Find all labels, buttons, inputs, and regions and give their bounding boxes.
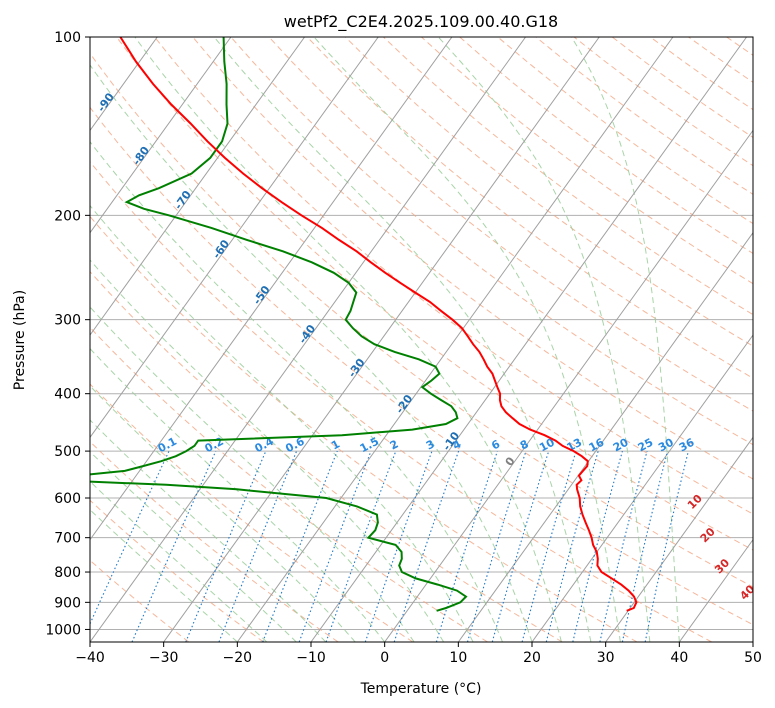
mixing-ratio-lines	[90, 450, 689, 642]
mixing-ratio-line	[131, 450, 217, 642]
plot-area: -100-90-80-70-60-50-40-30-20-1000.10.20.…	[90, 37, 753, 642]
x-tick-label: 30	[597, 650, 615, 666]
isotherm-line	[605, 436, 753, 642]
dry-adiabat-line	[421, 37, 753, 285]
x-tick-label: 20	[523, 650, 541, 666]
y-tick-label: 600	[54, 491, 81, 507]
dry-adiabat-line	[90, 326, 488, 642]
moist-adiabat-line	[90, 259, 445, 642]
moist-adiabat-line	[213, 37, 592, 642]
dewpoint-profile-line	[90, 37, 468, 612]
y-axis-ticks: 100 200 300 400 500 600 700 800 900 1000	[45, 30, 90, 638]
y-tick-label: 1000	[45, 622, 81, 638]
moist-adiabat-line	[90, 347, 386, 642]
dry-adiabat-line	[90, 270, 563, 642]
mixing-ratio-line	[644, 450, 689, 642]
x-tick-label: 40	[670, 650, 688, 666]
isotherm-line	[678, 538, 753, 642]
x-tick-label: −40	[75, 650, 105, 666]
chart-title: wetPf2_C2E4.2025.109.00.40.G18	[284, 12, 558, 32]
moist-adiabat-line	[313, 37, 621, 642]
moist-adiabat-line	[90, 64, 533, 642]
mixing-ratio-label: 16	[587, 436, 607, 455]
mixing-ratio-label: 20	[611, 436, 631, 455]
isotherm-line	[90, 37, 527, 642]
mixing-ratio-line	[298, 450, 372, 642]
dry-adiabat-line	[230, 37, 753, 446]
mixing-ratio-line	[572, 450, 623, 642]
dry-adiabat-line	[116, 37, 753, 551]
dry-adiabat-line	[344, 37, 753, 347]
mixing-ratio-line	[545, 450, 599, 642]
y-tick-label: 700	[54, 531, 81, 547]
mixing-ratio-label: 30	[656, 436, 676, 455]
dry-adiabat-line	[90, 52, 753, 588]
mixing-ratio-line	[185, 450, 267, 642]
plot-frame	[89, 36, 754, 643]
isotherm-line	[531, 334, 753, 642]
mixing-ratio-label: 10	[537, 436, 557, 455]
mixing-ratio-label: 25	[636, 436, 656, 455]
y-tick-label: 800	[54, 565, 81, 581]
x-axis-ticks: −40 −30 −20 −10 0 10 20 30 40 50	[75, 642, 762, 666]
mixing-ratio-line	[521, 450, 577, 642]
mixing-ratio-line	[491, 450, 550, 642]
y-tick-label: 500	[54, 444, 81, 460]
dry-adiabat-line	[90, 215, 638, 642]
isotherm-line	[163, 37, 600, 642]
mixing-ratio-line	[218, 450, 298, 642]
x-tick-label: −10	[296, 650, 326, 666]
mixing-ratio-line	[262, 450, 338, 642]
isotherm-line	[236, 37, 674, 642]
temperature-profile-line	[119, 37, 638, 612]
dry-adiabat-line	[90, 161, 712, 642]
mixing-ratio-label: 36	[677, 436, 697, 455]
mixing-ratio-line	[466, 450, 527, 642]
moist-adiabat-line	[90, 306, 415, 642]
x-tick-label: 50	[744, 650, 762, 666]
moist-adiabat-line	[90, 480, 268, 642]
isotherm-line	[384, 129, 753, 642]
moist-adiabat-line	[90, 204, 474, 642]
isotherm-line	[90, 37, 232, 234]
isotherm-line	[90, 37, 453, 541]
moist-adiabat-line	[571, 37, 680, 642]
moist-adiabat-line	[90, 509, 238, 642]
moist-adiabat-line	[437, 37, 651, 642]
isotherm-line	[90, 37, 306, 336]
x-axis-title: Temperature (°C)	[360, 681, 482, 697]
mixing-ratio-line	[364, 450, 433, 642]
x-tick-label: 0	[380, 650, 389, 666]
isotherms	[90, 37, 753, 642]
y-tick-label: 100	[54, 30, 81, 46]
dry-adiabat-line	[90, 499, 264, 642]
y-tick-label: 900	[54, 595, 81, 611]
x-tick-label: −20	[223, 650, 253, 666]
dry-adiabat-line	[383, 37, 753, 316]
dry-adiabat-line	[192, 37, 753, 480]
x-tick-label: −30	[149, 650, 179, 666]
x-tick-label: 10	[449, 650, 467, 666]
y-tick-label: 300	[54, 313, 81, 329]
mixing-ratio-line	[599, 450, 648, 642]
mixing-ratio-line	[393, 450, 460, 642]
y-tick-label: 400	[54, 387, 81, 403]
mixing-ratio-line	[325, 450, 397, 642]
isotherm-line	[457, 231, 753, 642]
y-axis-title: Pressure (hPa)	[12, 290, 28, 390]
dry-adiabat-line	[90, 106, 753, 626]
moist-adiabat-line	[134, 37, 562, 642]
y-tick-label: 200	[54, 208, 81, 224]
isotherm-line	[90, 37, 379, 439]
mixing-ratio-line	[621, 450, 669, 642]
mixing-ratio-line	[435, 450, 498, 642]
moist-adiabat-line	[90, 450, 297, 642]
